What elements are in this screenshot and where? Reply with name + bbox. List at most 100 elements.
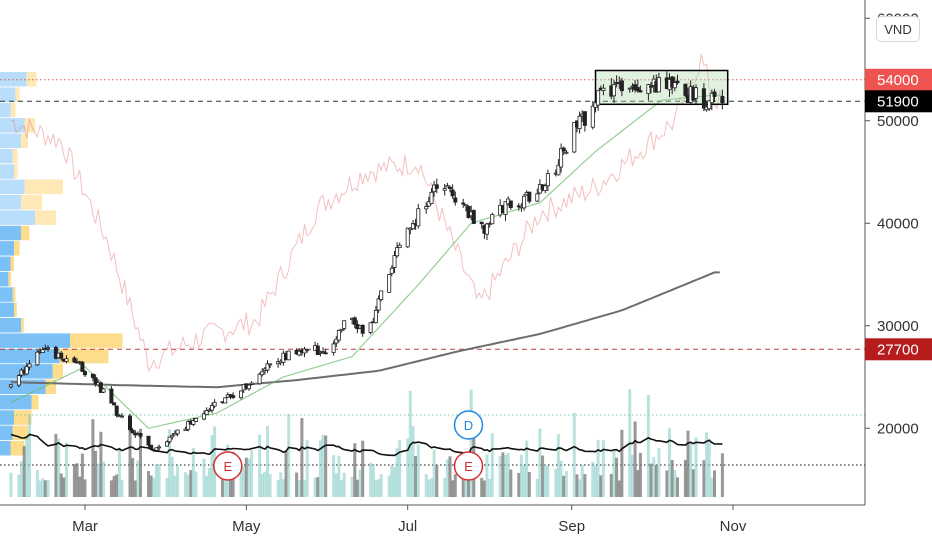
volume-bar xyxy=(676,477,679,497)
volume-profile-down-bar xyxy=(21,318,24,333)
volume-bar xyxy=(506,453,510,497)
volume-profile-down-bar xyxy=(12,148,18,164)
candle-body xyxy=(16,375,21,386)
volume-bar xyxy=(115,474,119,497)
volume-bar xyxy=(448,456,452,497)
candle-body xyxy=(395,247,400,257)
candle-body xyxy=(572,122,577,153)
candle-body xyxy=(352,317,357,325)
volume-bar xyxy=(535,478,539,497)
volume-profile-down-bar xyxy=(14,164,18,179)
volume-bar xyxy=(99,431,103,497)
volume-bar xyxy=(564,471,568,497)
volume-bar xyxy=(91,419,95,497)
candle-body xyxy=(450,189,455,197)
candle-body xyxy=(249,382,254,385)
volume-bar xyxy=(451,480,455,497)
volume-bar xyxy=(59,473,63,497)
volume-bar xyxy=(221,464,224,497)
volume-bar xyxy=(467,477,470,497)
candle-body xyxy=(543,185,548,191)
volume-bar xyxy=(601,440,605,497)
candle-body xyxy=(183,428,188,432)
candle-body xyxy=(175,429,180,435)
volume-bar xyxy=(596,439,600,497)
volume-bar xyxy=(112,476,116,497)
volume-bar xyxy=(295,472,299,497)
candle-body xyxy=(463,204,468,207)
volume-bar xyxy=(28,414,31,497)
volume-bar xyxy=(223,464,227,497)
price-badge-last xyxy=(865,90,932,113)
volume-profile-up-bar xyxy=(0,164,14,179)
candle-body xyxy=(508,200,513,208)
candle-body xyxy=(305,349,310,352)
candle-body xyxy=(83,371,88,376)
volume-bar xyxy=(128,418,132,497)
candle-body xyxy=(707,100,712,110)
candle-body xyxy=(434,184,439,189)
candle-body xyxy=(130,429,135,434)
candle-body xyxy=(627,87,632,90)
volume-bar xyxy=(691,469,695,497)
candle-body xyxy=(410,223,415,230)
volume-profile-down-bar xyxy=(12,287,16,302)
volume-bar xyxy=(189,470,193,497)
candle-body xyxy=(336,329,341,341)
candle-body xyxy=(392,255,397,268)
volume-bar xyxy=(46,480,50,497)
volume-bar xyxy=(297,480,301,497)
volume-profile-up-bar xyxy=(0,410,14,425)
candle-body xyxy=(445,185,450,188)
volume-bar xyxy=(556,434,560,497)
candle-body xyxy=(709,92,714,104)
volume-bar xyxy=(38,480,42,497)
candle-body xyxy=(646,84,651,94)
candle-body xyxy=(72,357,77,363)
candle-body xyxy=(40,349,45,354)
ma200-line xyxy=(10,271,720,389)
candle-body xyxy=(590,105,595,128)
volume-bar xyxy=(176,465,180,497)
candle-body xyxy=(561,147,566,152)
candle-body xyxy=(429,191,434,205)
candle-body xyxy=(601,87,606,91)
candle-body xyxy=(35,351,40,366)
volume-bar xyxy=(279,472,283,497)
candle-body xyxy=(675,80,680,84)
y-tick-label: 20000 xyxy=(877,420,919,437)
candle-body xyxy=(683,83,688,96)
volume-bar xyxy=(371,464,375,497)
volume-bar xyxy=(35,470,39,497)
volume-bar xyxy=(244,457,248,497)
volume-bar xyxy=(559,460,563,497)
candle-body xyxy=(670,76,675,88)
candle-body xyxy=(339,328,344,332)
x-tick-label: Sep xyxy=(558,518,585,535)
candle-body xyxy=(201,413,206,420)
volume-bar xyxy=(266,425,269,497)
volume-bar xyxy=(461,474,465,497)
candle-body xyxy=(320,351,325,353)
volume-profile-down-bar xyxy=(24,179,63,195)
volume-bar xyxy=(543,464,547,497)
volume-bar xyxy=(109,480,113,497)
volume-bar xyxy=(615,457,619,497)
volume-bar xyxy=(72,464,76,497)
volume-bar xyxy=(652,457,656,497)
volume-bar xyxy=(657,448,661,497)
candle-body xyxy=(138,433,143,437)
volume-bar xyxy=(541,455,545,497)
volume-profile-up-bar xyxy=(0,195,21,210)
candle-body xyxy=(64,358,69,362)
x-tick-label: Mar xyxy=(72,518,98,535)
currency-button[interactable]: VND xyxy=(876,16,920,42)
volume-bar xyxy=(414,456,418,497)
volume-bar xyxy=(340,479,344,497)
volume-bar xyxy=(194,471,198,497)
candle-body xyxy=(701,88,706,109)
price-badge-label-last: 51900 xyxy=(877,93,919,110)
candles xyxy=(8,70,725,452)
